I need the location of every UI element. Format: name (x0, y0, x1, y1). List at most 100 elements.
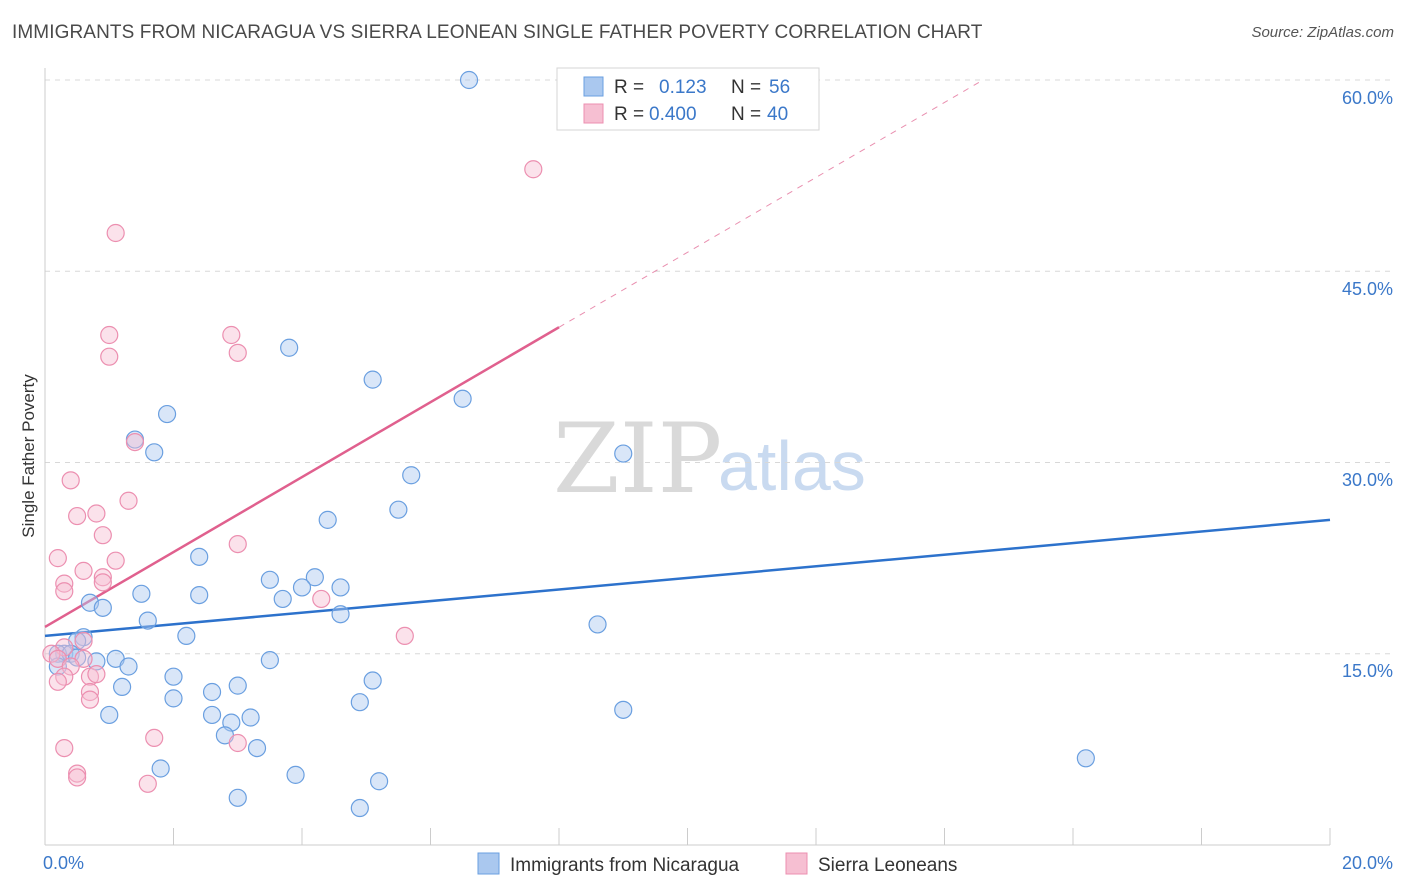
point-blue-16 (132, 584, 151, 603)
point-blue-13 (305, 568, 324, 587)
point-blue-3 (453, 389, 472, 408)
correlation-legend: R = 0.123 N = 56 R = 0.400 N = 40 (556, 67, 820, 131)
gridlines (45, 79, 1395, 655)
point-pink-33 (80, 690, 100, 709)
legend-n-label-pink: N = (731, 104, 761, 125)
legend-r-value-blue: 0.123 (659, 77, 707, 98)
point-blue-40 (202, 682, 222, 702)
point-blue-43 (202, 705, 222, 725)
point-blue-14 (331, 578, 350, 597)
point-blue-24 (177, 626, 196, 646)
point-pink-31 (48, 672, 67, 691)
point-pink-19 (55, 582, 74, 601)
x-tick-label-min: 0.0% (43, 853, 84, 873)
y-axis-label: Single Father Poverty (19, 374, 38, 538)
point-blue-23 (588, 615, 607, 634)
point-blue-34 (119, 657, 138, 676)
x-tick-label-max: 20.0% (1342, 853, 1393, 873)
point-pink-12 (228, 534, 247, 554)
point-blue-10 (318, 510, 337, 529)
point-blue-38 (228, 676, 247, 695)
point-pink-36 (55, 738, 74, 758)
series-legend-swatch-sierra-leoneans (785, 852, 808, 875)
point-pink-39 (138, 774, 157, 793)
point-blue-39 (112, 677, 132, 697)
point-pink-18 (93, 573, 112, 592)
watermark-zip: ZIP (553, 403, 722, 515)
series-legend-swatch-nicaragua (477, 852, 500, 875)
point-blue-2 (363, 370, 382, 389)
point-pink-16 (93, 568, 112, 587)
point-blue-7 (614, 444, 633, 463)
point-blue-20 (93, 598, 112, 617)
point-blue-12 (260, 570, 279, 589)
point-pink-38 (68, 768, 87, 787)
point-pink-5 (228, 343, 247, 362)
point-pink-6 (125, 433, 145, 452)
point-pink-7 (61, 471, 80, 490)
point-blue-18 (273, 589, 292, 609)
point-blue-45 (100, 705, 119, 725)
trend-line-pink (44, 326, 560, 629)
point-pink-11 (93, 526, 112, 545)
point-blue-15 (292, 578, 312, 597)
point-pink-10 (87, 504, 106, 523)
point-pink-32 (80, 682, 100, 702)
point-pink-3 (222, 325, 241, 345)
point-blue-55 (350, 798, 369, 818)
legend-r-value-pink: 0.400 (649, 104, 697, 125)
point-blue-11 (190, 547, 209, 566)
point-pink-1 (106, 223, 125, 243)
point-blue-36 (164, 667, 183, 686)
point-pink-0 (524, 160, 543, 179)
point-blue-6 (145, 443, 164, 462)
point-blue-1 (280, 338, 299, 357)
point-blue-49 (247, 738, 267, 758)
point-pink-34 (145, 728, 164, 748)
y-tick-label-60: 60.0% (1342, 88, 1393, 108)
point-pink-20 (312, 589, 331, 609)
point-pink-9 (68, 506, 87, 526)
legend-n-label-blue: N = (731, 77, 761, 98)
point-blue-41 (164, 689, 183, 708)
point-blue-37 (363, 671, 382, 690)
point-blue-53 (370, 772, 389, 791)
point-pink-22 (74, 631, 93, 651)
point-blue-30 (68, 648, 87, 667)
point-pink-17 (55, 574, 74, 593)
point-blue-9 (389, 500, 408, 519)
y-tick-label-15: 15.0% (1342, 661, 1393, 681)
point-blue-22 (138, 611, 157, 630)
trend-line-blue (44, 518, 1331, 638)
point-blue-50 (1076, 749, 1095, 768)
point-blue-8 (402, 466, 421, 485)
point-pink-4 (100, 347, 119, 366)
point-blue-44 (614, 700, 633, 719)
series-legend-label-sierra-leoneans: Sierra Leoneans (818, 855, 957, 876)
point-pink-35 (228, 733, 247, 753)
point-pink-21 (395, 626, 414, 646)
trend-line-extension-pink (558, 79, 984, 328)
x-axis-ticks (173, 828, 1331, 845)
point-pink-14 (106, 551, 125, 570)
point-pink-30 (87, 665, 106, 684)
point-blue-0 (459, 70, 479, 90)
legend-r-label-blue: R = (614, 77, 644, 98)
point-blue-54 (228, 788, 247, 807)
chart-title: IMMIGRANTS FROM NICARAGUA VS SIERRA LEON… (12, 22, 983, 43)
point-pink-8 (119, 491, 138, 510)
series-legend-label-nicaragua: Immigrants from Nicaragua (510, 855, 740, 876)
source-credit: Source: ZipAtlas.com (1251, 24, 1394, 41)
y-tick-label-30: 30.0% (1342, 470, 1393, 490)
point-pink-2 (100, 325, 119, 345)
legend-r-label-pink: R = (614, 104, 644, 125)
point-blue-52 (286, 765, 305, 784)
point-pink-37 (68, 764, 87, 783)
trend-lines (44, 79, 1331, 638)
watermark-atlas: atlas (718, 427, 866, 505)
y-tick-label-45: 45.0% (1342, 279, 1393, 299)
legend-n-value-pink: 40 (767, 104, 788, 125)
point-pink-27 (61, 657, 80, 676)
series-legend: Immigrants from Nicaragua Sierra Leonean… (477, 852, 957, 876)
